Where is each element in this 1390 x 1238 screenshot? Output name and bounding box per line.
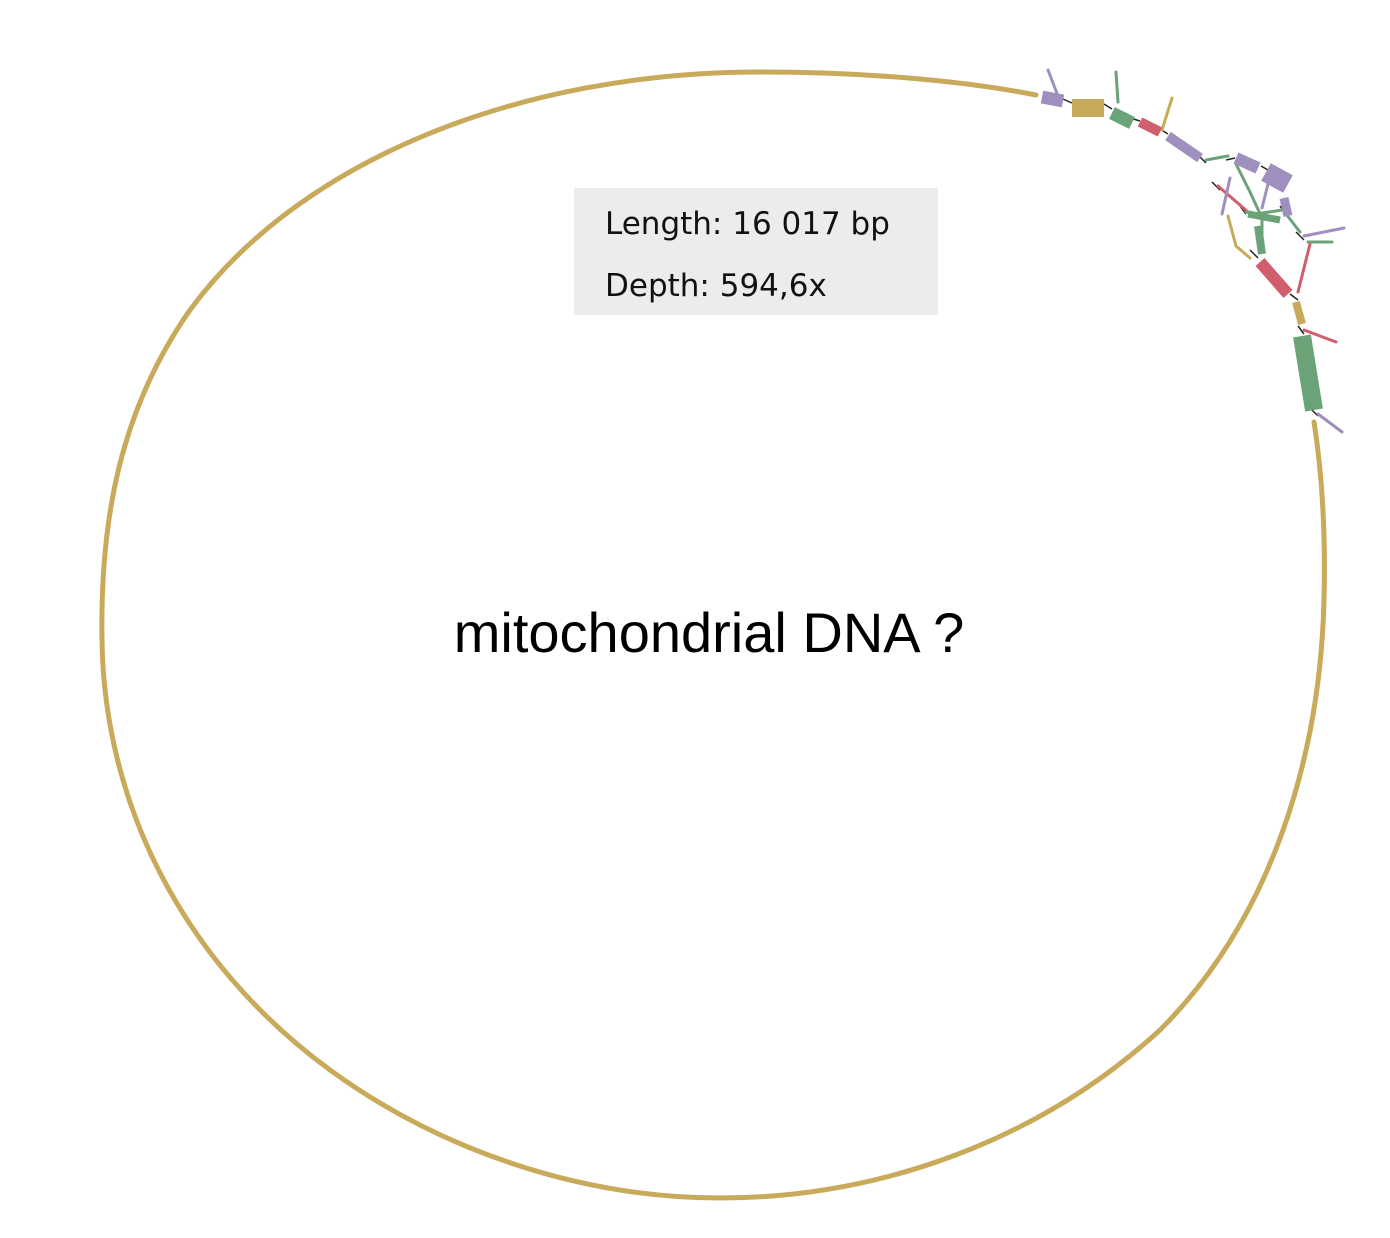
length-value: 16 017 bp xyxy=(732,206,890,242)
node-green-1 xyxy=(1109,107,1135,129)
depth-line: Depth: 594,6x xyxy=(605,266,938,328)
depth-label: Depth: xyxy=(605,268,710,304)
node-purple-1 xyxy=(1040,90,1065,108)
circular-contig[interactable] xyxy=(99,69,1327,1201)
annotation-label: mitochondrial DNA ? xyxy=(453,601,965,664)
node-purple-2 xyxy=(1165,131,1203,163)
graph-branches[interactable] xyxy=(1046,68,1346,434)
length-label: Length: xyxy=(605,206,723,242)
depth-value: 594,6x xyxy=(719,268,827,304)
node-green-3 xyxy=(1254,225,1266,255)
node-purple-3 xyxy=(1233,152,1261,174)
node-purple-4 xyxy=(1261,163,1293,193)
node-purple-5 xyxy=(1279,197,1293,217)
node-green-2 xyxy=(1247,210,1281,224)
node-red-2 xyxy=(1255,258,1293,298)
graph-nodes[interactable] xyxy=(1040,90,1323,412)
length-line: Length: 16 017 bp xyxy=(605,204,938,266)
node-red-1 xyxy=(1137,117,1163,137)
node-green-4 xyxy=(1293,334,1323,412)
node-tan-2 xyxy=(1292,300,1306,326)
node-info-tooltip: Length: 16 017 bp Depth: 594,6x xyxy=(574,188,938,315)
